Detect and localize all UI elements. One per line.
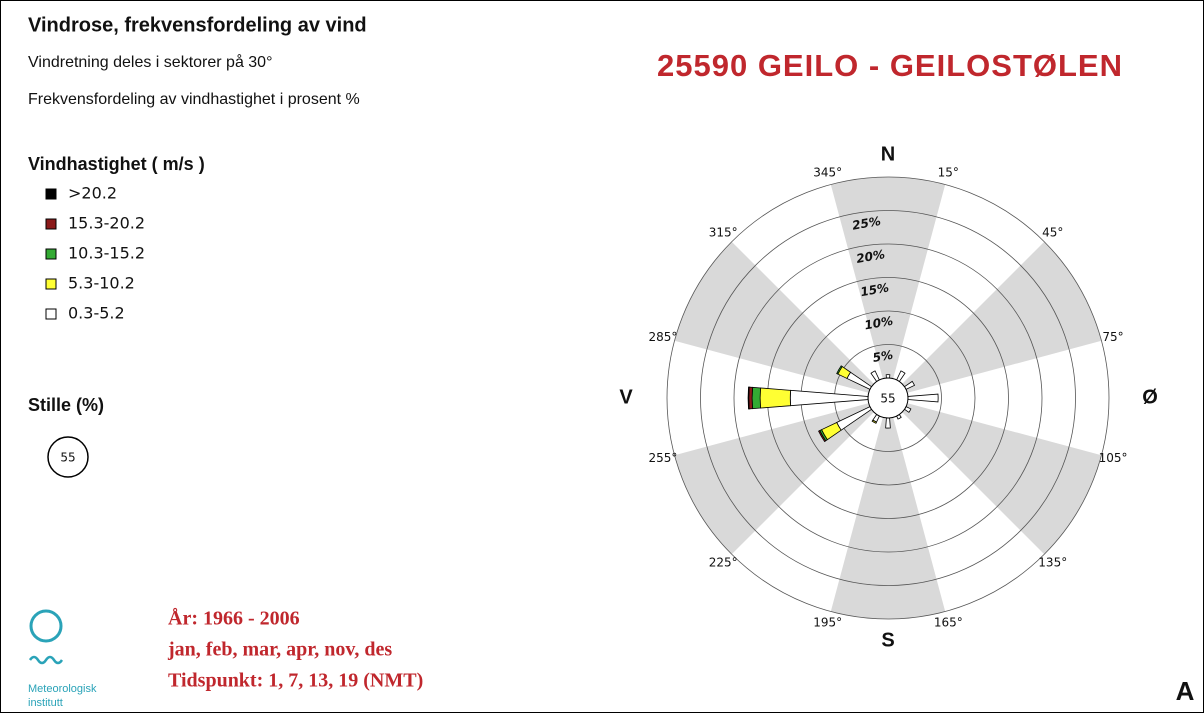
ring-label: 20%	[855, 247, 886, 266]
legend-swatch	[45, 278, 57, 290]
sector-label: 75°	[1102, 330, 1123, 344]
calm-title: Stille (%)	[28, 395, 104, 415]
logo-text: institutt	[28, 697, 63, 709]
ring-label: 25%	[851, 214, 882, 233]
ring-label: 15%	[859, 280, 890, 299]
legend-swatch	[45, 308, 57, 320]
sector-label: 15°	[938, 165, 959, 179]
sector-label: 255°	[648, 451, 677, 465]
sector-shade	[888, 398, 1102, 555]
chart-title: Vindrose, frekvensfordeling av vind	[28, 14, 367, 36]
cardinal-label: V	[619, 386, 633, 408]
sector-label: 225°	[709, 555, 738, 569]
rose-segment	[885, 417, 891, 429]
sector-shade	[830, 177, 946, 398]
sector-shade	[674, 398, 888, 555]
sector-label: 315°	[709, 226, 738, 240]
calm-value: 55	[60, 451, 75, 465]
rose-segment	[747, 386, 750, 410]
rose-segment	[759, 387, 792, 409]
calm-circle	[47, 436, 89, 478]
sector-label: 345°	[813, 165, 842, 179]
cardinal-label: S	[881, 629, 894, 651]
legend-title: Vindhastighet ( m/s )	[28, 154, 205, 174]
sector-shade	[888, 241, 1102, 398]
rose-segment	[836, 365, 843, 375]
legend-swatch	[45, 218, 57, 230]
logo: Meteorologisk institutt	[28, 609, 97, 709]
calm-value: 55	[880, 392, 895, 406]
logo-circle	[29, 609, 63, 643]
legend-label: 5.3-10.2	[68, 274, 135, 293]
legend-label: 0.3-5.2	[68, 304, 125, 323]
sector-label: 285°	[648, 330, 677, 344]
legend-swatch	[45, 248, 57, 260]
panel-label: A	[1176, 676, 1195, 706]
calm-circle	[867, 377, 909, 419]
outer-ring	[666, 176, 1110, 620]
subtitle: Frekvensfordeling av vindhastighet i pro…	[28, 91, 360, 108]
rose-segment	[751, 386, 761, 410]
ring	[700, 210, 1076, 586]
logo-text: Meteorologisk	[28, 683, 97, 695]
ring-label: 5%	[872, 348, 894, 365]
sector-label: 135°	[1038, 555, 1067, 569]
footer: jan, feb, mar, apr, nov, des	[167, 639, 392, 661]
legend-label: 10.3-15.2	[68, 244, 145, 263]
legend-label: 15.3-20.2	[68, 214, 145, 233]
footer: Tidspunkt: 1, 7, 13, 19 (NMT)	[168, 670, 423, 692]
ring	[733, 243, 1043, 553]
legend-swatch	[45, 188, 57, 200]
rose-segment	[818, 430, 827, 443]
logo-wave	[28, 655, 64, 665]
sector-label: 165°	[934, 616, 963, 630]
footer: År: 1966 - 2006	[168, 607, 300, 630]
sector-label: 45°	[1042, 226, 1063, 240]
rose-segment	[871, 419, 878, 424]
sector-label: 195°	[813, 616, 842, 630]
subtitle: Vindretning deles i sektorer på 30°	[28, 53, 272, 71]
sector-shade	[830, 398, 946, 620]
station: 25590 GEILO - GEILOSTØLEN	[657, 48, 1123, 83]
sector-shade	[674, 241, 888, 398]
ring-label: 10%	[863, 314, 894, 333]
sector-label: 105°	[1099, 451, 1128, 465]
legend-label: >20.2	[68, 184, 117, 203]
cardinal-label: N	[881, 143, 895, 165]
cardinal-label: Ø	[1142, 386, 1158, 408]
